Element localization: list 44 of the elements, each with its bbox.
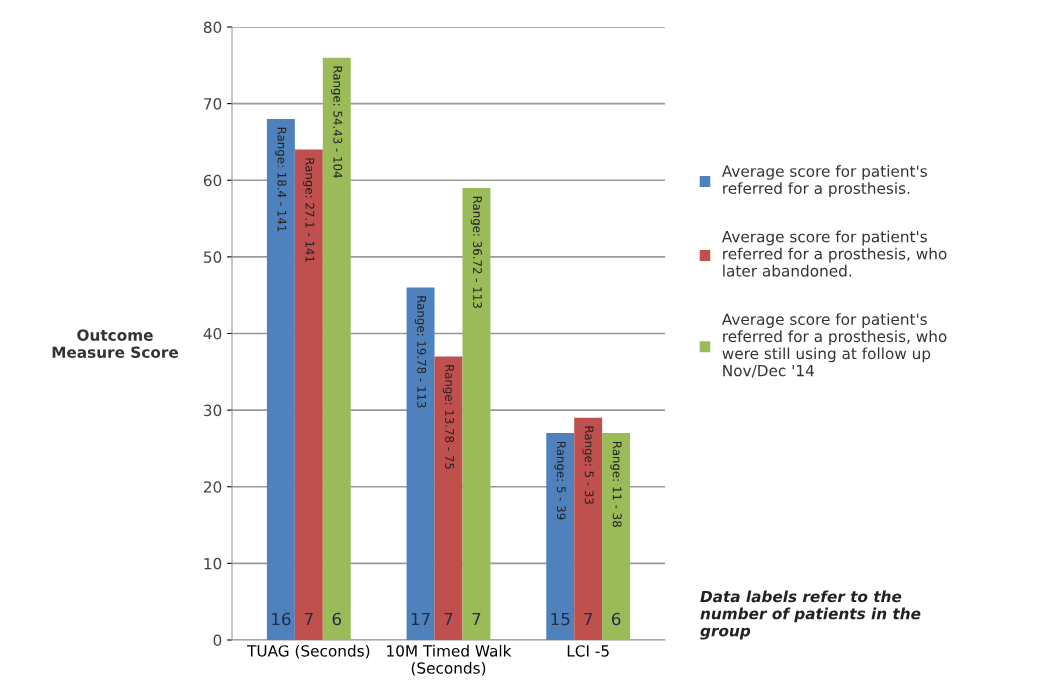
bar [602, 433, 631, 640]
annotation: 15 [551, 612, 570, 626]
y-axis-title: Outcome Measure Score [52, 329, 179, 358]
annotation: Range: 11 - 38 [610, 441, 622, 527]
y-tick-label: 50 [204, 251, 222, 263]
bar [294, 149, 323, 640]
annotation: 7 [304, 612, 313, 626]
legend-label: Average score for patient's referred for a prosthesis. [721, 165, 927, 197]
legend-label: Average score for patient's referred for a prosthesis, who later abandoned. [721, 230, 947, 277]
annotation: 7 [472, 612, 481, 626]
y-tick-label: 80 [203, 21, 222, 34]
bar [322, 57, 351, 640]
x-tick-label: LCI -5 [567, 645, 609, 657]
y-tick-label: 30 [204, 404, 222, 417]
bar [574, 417, 603, 640]
annotation: Range: 36.72 - 113 [470, 196, 482, 308]
annotation: 7 [584, 612, 593, 626]
y-tick-label: 60 [203, 174, 222, 187]
annotation: Range: 54.43 - 104 [331, 66, 343, 178]
y-tick-label: 20 [203, 481, 222, 493]
annotation: 17 [411, 612, 430, 626]
bar [406, 287, 435, 640]
annotation: Range: 27.1 - 141 [303, 158, 315, 262]
legend-label: Average score for patient's referred for a prosthesis, who were still using at follow up Nov/Dec '14 [721, 313, 947, 378]
annotation: Range: 5 - 39 [554, 441, 566, 520]
y-tick-label: 10 [204, 557, 222, 570]
x-tick-label: 10M Timed Walk (Seconds) [387, 644, 512, 676]
bar [434, 356, 463, 640]
annotation: Range: 5 - 33 [582, 426, 594, 504]
x-tick-label: TUAG (Seconds) [247, 644, 370, 659]
text: Data labels refer to the number of patients in the group [700, 590, 921, 640]
y-tick-label: 0 [213, 634, 222, 647]
annotation: Range: 13.78 - 75 [442, 365, 454, 469]
annotation: Range: 18.4 - 141 [275, 127, 287, 232]
annotation: 16 [272, 612, 291, 626]
annotation: Range: 19.78 - 113 [414, 296, 427, 408]
bar [266, 118, 295, 640]
annotation: 6 [332, 612, 342, 626]
y-tick-label: 70 [204, 98, 222, 110]
bar [546, 433, 575, 640]
y-tick-label: 40 [203, 327, 222, 340]
annotation: 7 [444, 612, 453, 626]
bar [462, 187, 491, 640]
annotation: 6 [611, 612, 621, 626]
